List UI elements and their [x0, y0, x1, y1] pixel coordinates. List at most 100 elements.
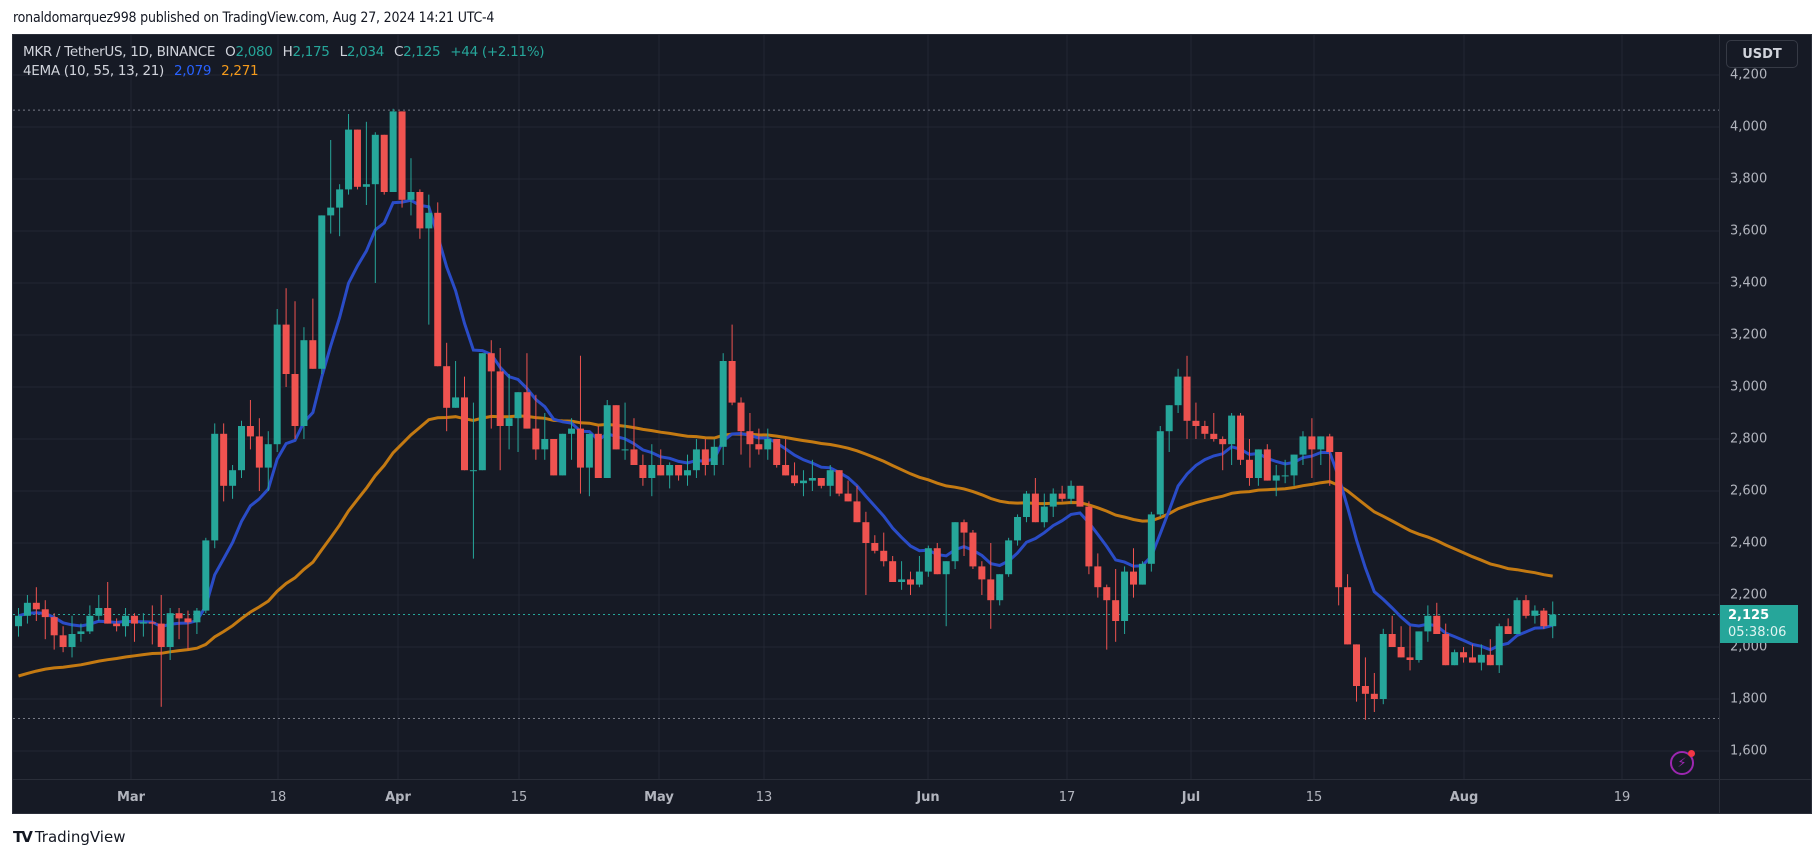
- candle: [996, 574, 1004, 606]
- candle: [585, 433, 593, 497]
- indicator-name[interactable]: 4EMA (10, 55, 13, 21): [23, 63, 164, 79]
- candle: [327, 140, 335, 234]
- candle: [1014, 514, 1022, 546]
- candle: [755, 428, 763, 455]
- candle: [59, 626, 67, 653]
- candle: [407, 158, 415, 216]
- candle: [862, 511, 870, 595]
- candle: [924, 545, 932, 577]
- candle: [630, 418, 638, 465]
- candle: [1388, 615, 1396, 647]
- candlestick-chart[interactable]: [13, 35, 1719, 779]
- candle: [817, 478, 825, 489]
- candle: [1183, 355, 1191, 439]
- candle: [68, 615, 76, 658]
- candle: [264, 431, 272, 491]
- price-tick-label: 3,400: [1730, 275, 1768, 291]
- price-tick-label: 1,800: [1730, 691, 1768, 707]
- candle: [1290, 454, 1298, 486]
- candle: [639, 454, 647, 486]
- candle: [1513, 597, 1521, 634]
- time-tick-label: Aug: [1449, 790, 1479, 805]
- candle: [1370, 673, 1378, 712]
- candle: [1094, 553, 1102, 598]
- ema-slow-line: [18, 414, 1553, 678]
- candle: [175, 608, 183, 640]
- candle: [478, 353, 486, 471]
- time-tick-label: 15: [510, 790, 528, 805]
- candle: [1067, 480, 1075, 504]
- price-tick-label: 4,000: [1730, 119, 1768, 135]
- candle: [1076, 485, 1084, 507]
- price-tick-label: 3,200: [1730, 327, 1768, 343]
- candle: [1254, 449, 1262, 486]
- published-by-text: ronaldomarquez998 published on TradingVi…: [13, 10, 495, 26]
- candle: [1504, 618, 1512, 634]
- candle: [844, 480, 852, 502]
- candle: [612, 405, 620, 450]
- candle: [1156, 426, 1164, 517]
- candle: [907, 571, 914, 595]
- time-tick-label: 15: [1305, 790, 1323, 805]
- candle: [987, 543, 995, 629]
- candle: [1103, 584, 1111, 650]
- candle: [710, 439, 718, 476]
- candle: [86, 605, 94, 634]
- candle: [50, 613, 58, 650]
- candle: [915, 556, 923, 588]
- candle: [1326, 433, 1334, 486]
- candle: [15, 608, 22, 637]
- time-scale[interactable]: Mar 18 Apr 15 May 13 Jun 17 Jul 15 Aug 19: [13, 779, 1719, 814]
- legend-close-label: C: [394, 44, 404, 60]
- candle: [1486, 639, 1494, 666]
- brand-name: TradingView: [34, 828, 126, 846]
- candle: [1344, 574, 1352, 645]
- legend-open-label: O: [225, 44, 236, 60]
- candle: [1442, 623, 1450, 666]
- price-scale[interactable]: 4,200 4,000 3,800 3,600 3,400 3,200 3,000 2,800…: [1719, 35, 1812, 779]
- candle: [826, 465, 834, 497]
- last-price-label: 2,125 05:38:06: [1720, 605, 1798, 643]
- bar-countdown: 05:38:06: [1728, 625, 1787, 640]
- candle: [434, 202, 442, 367]
- lightning-alert-icon[interactable]: ⚡: [1670, 750, 1695, 775]
- candle: [32, 587, 40, 621]
- candle: [487, 340, 495, 429]
- price-tick-label: 2,800: [1730, 431, 1768, 447]
- candle: [1317, 436, 1325, 465]
- candle: [1353, 644, 1360, 702]
- price-tick-label: 3,800: [1730, 171, 1768, 187]
- candle: [1415, 631, 1423, 663]
- candle: [1121, 566, 1129, 634]
- chart-plot-area[interactable]: MKR / TetherUS, 1D, BINANCE O2,080 H2,17…: [13, 35, 1719, 779]
- candle: [960, 519, 968, 556]
- candle: [1201, 420, 1209, 439]
- candle: [229, 465, 237, 499]
- legend-low-label: L: [339, 44, 348, 60]
- candle: [1424, 605, 1432, 642]
- chart-frame: MKR / TetherUS, 1D, BINANCE O2,080 H2,17…: [12, 34, 1812, 814]
- legend-symbol[interactable]: MKR / TetherUS, 1D, BINANCE: [23, 44, 216, 60]
- legend-open-value: 2,080: [235, 44, 273, 60]
- price-tick-label: 3,000: [1730, 379, 1768, 395]
- candle: [1531, 605, 1539, 624]
- candle: [657, 449, 665, 476]
- candle: [1147, 511, 1155, 572]
- candle: [1005, 537, 1013, 577]
- candle: [104, 582, 112, 624]
- candle: [1130, 548, 1137, 598]
- candle: [675, 465, 683, 481]
- candle: [1299, 431, 1307, 465]
- candle: [1228, 413, 1236, 465]
- candle: [380, 134, 388, 195]
- legend-low-value: 2,034: [346, 44, 384, 60]
- candle: [1451, 649, 1459, 666]
- currency-unit-button[interactable]: USDT: [1726, 40, 1798, 68]
- candle: [193, 608, 201, 634]
- candle: [648, 444, 656, 497]
- candle: [541, 413, 549, 460]
- candle: [416, 189, 424, 239]
- tradingview-footer: 𝗧𝗩 TradingView: [13, 828, 125, 846]
- candle: [532, 394, 540, 460]
- candle: [166, 608, 174, 660]
